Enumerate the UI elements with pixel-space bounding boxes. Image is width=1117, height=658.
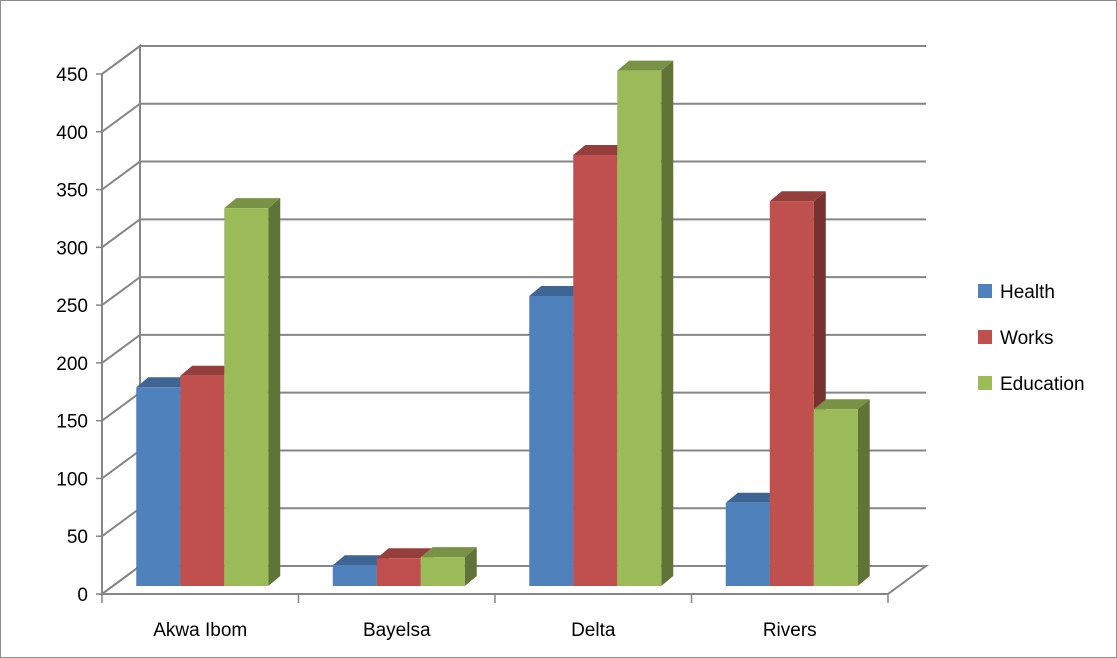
y-axis-ticks: 0 50 100 150 200 250 300 350 400 450: [56, 65, 103, 606]
y-tick-label-200: 200: [56, 354, 88, 375]
gridline-450: [101, 45, 926, 75]
legend-label-education: Education: [1000, 374, 1085, 395]
y-tick-label-450: 450: [56, 65, 88, 86]
legend-swatch-education: [978, 376, 992, 390]
bar-education-bayelsa: [420, 547, 477, 586]
bar-education-rivers: [813, 399, 870, 586]
x-tick-label-delta: Delta: [571, 620, 616, 641]
y-tick-label-100: 100: [56, 469, 88, 490]
legend-swatch-works: [978, 330, 992, 344]
legend-label-health: Health: [1000, 282, 1055, 303]
y-tick-label-400: 400: [56, 123, 88, 144]
legend-item-education: Education: [978, 374, 1085, 395]
bar-works-rivers: [769, 191, 826, 586]
x-axis-ticks: Akwa Ibom Bayelsa Delta Rivers: [101, 594, 889, 641]
floor: [98, 565, 930, 595]
bar-education-delta: [617, 60, 674, 587]
legend-label-works: Works: [1000, 328, 1053, 349]
x-tick-label-bayelsa: Bayelsa: [363, 620, 431, 641]
y-tick-label-150: 150: [56, 412, 88, 433]
bar-education-akwa-ibom: [224, 198, 281, 586]
legend-item-works: Works: [978, 328, 1053, 349]
legend-swatch-health: [978, 284, 992, 298]
y-tick-label-250: 250: [56, 296, 88, 317]
y-tick-label-50: 50: [67, 527, 88, 548]
legend: Health Works Education: [978, 282, 1085, 395]
x-tick-label-rivers: Rivers: [763, 620, 817, 641]
y-tick-label-300: 300: [56, 238, 88, 259]
x-tick-label-akwa-ibom: Akwa Ibom: [153, 620, 247, 641]
y-tick-label-0: 0: [77, 585, 88, 606]
bars: [136, 60, 870, 587]
y-tick-label-350: 350: [56, 181, 88, 202]
legend-item-health: Health: [978, 282, 1055, 303]
